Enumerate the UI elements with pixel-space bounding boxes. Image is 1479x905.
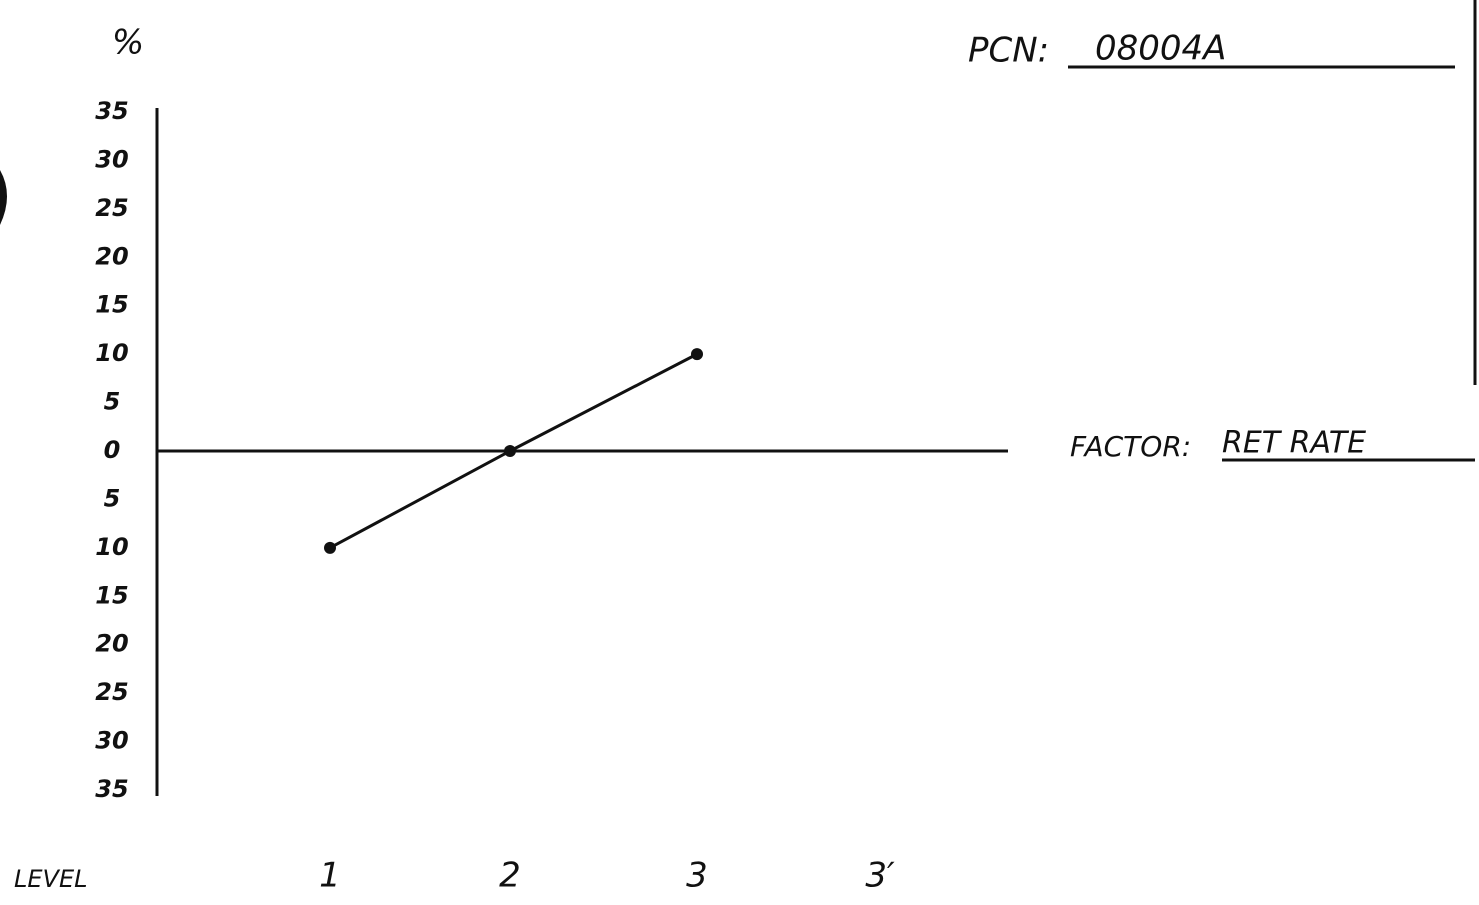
y-tick-label: 20 (95, 630, 128, 658)
y-tick-label: 30 (95, 727, 128, 755)
y-tick-label: 35 (95, 775, 128, 803)
x-tick-label: 1 (319, 856, 341, 896)
x-tick-label: 3 (686, 856, 708, 896)
data-point (691, 348, 703, 360)
x-tick-label: 3′ (865, 856, 895, 896)
x-axis-label: LEVEL (14, 865, 88, 893)
chart: % LEVEL PCN: 08004A FACTOR: RET RATE 353… (0, 0, 1479, 905)
y-tick-label: 30 (95, 145, 128, 173)
data-point (324, 542, 336, 554)
y-tick-label: 25 (95, 678, 128, 706)
annotation-label: FACTOR: (1070, 430, 1191, 463)
page: % LEVEL PCN: 08004A FACTOR: RET RATE 353… (0, 0, 1479, 905)
annotation-label: PCN: (968, 31, 1049, 71)
annotation-text: 08004A (1095, 29, 1226, 69)
y-tick-label: 35 (95, 97, 128, 125)
y-tick-label: 25 (95, 194, 128, 222)
y-tick-label: 5 (104, 484, 121, 512)
x-tick-label: 2 (499, 856, 521, 896)
y-tick-label: 15 (95, 291, 128, 319)
data-point (504, 445, 516, 457)
y-tick-label: 15 (95, 581, 128, 609)
y-tick-label: 20 (95, 242, 128, 270)
y-tick-label: 0 (104, 436, 121, 464)
y-tick-label: 10 (95, 339, 128, 367)
annotation-text: RET RATE (1222, 426, 1366, 461)
y-axis-label: % (112, 23, 144, 63)
y-tick-label: 10 (95, 533, 128, 561)
y-tick-label: 5 (104, 388, 121, 416)
